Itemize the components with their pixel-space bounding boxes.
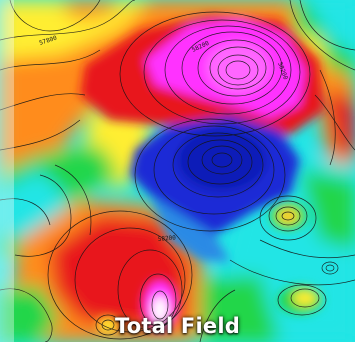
- contour-label: 58200: [158, 234, 177, 243]
- edge-fade: [0, 0, 14, 342]
- map-caption: Total Field: [115, 314, 240, 338]
